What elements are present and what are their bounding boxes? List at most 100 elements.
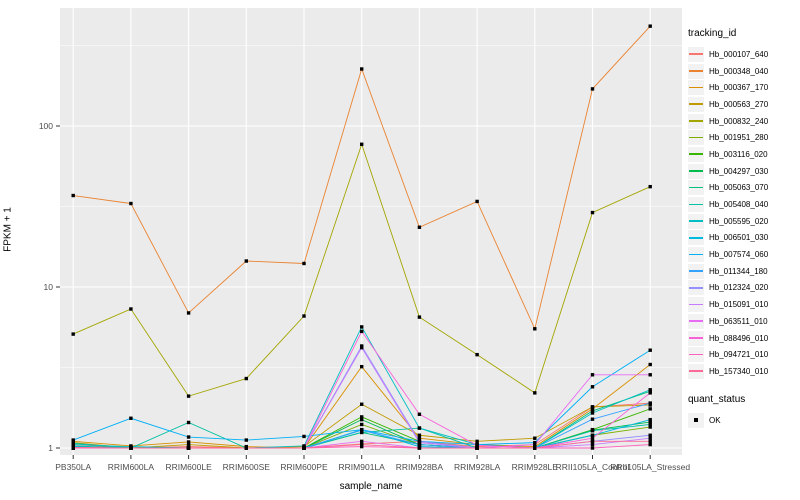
legend-label: Hb_000832_240: [709, 116, 769, 126]
data-point: [302, 261, 306, 266]
legend-key: [688, 46, 704, 62]
legend-quant-title: quant_status: [688, 393, 746, 405]
legend-line-swatch: [689, 186, 703, 189]
data-point: [590, 417, 595, 421]
data-point: [360, 142, 364, 146]
legend-label: Hb_157340_010: [709, 366, 769, 376]
data-point: [475, 352, 479, 357]
data-point: [590, 405, 595, 409]
data-point: [590, 373, 595, 377]
data-point: [590, 439, 595, 444]
legend-key: [688, 180, 704, 196]
data-point: [186, 311, 191, 315]
legend-item-Hb_000563_270: Hb_000563_270: [688, 96, 800, 113]
legend-tracking-title: tracking_id: [688, 28, 737, 39]
legend-item-Hb_001951_280: Hb_001951_280: [688, 129, 800, 146]
x-tick-label: RRIM600LE: [165, 462, 212, 472]
legend-key: [688, 213, 704, 229]
legend-item-Hb_006501_030: Hb_006501_030: [688, 230, 800, 247]
x-tick-label: PB350LA: [55, 462, 91, 472]
legend-line-swatch: [689, 320, 703, 322]
data-point: [590, 411, 595, 415]
data-point: [648, 401, 652, 405]
data-point: [186, 394, 191, 398]
legend-label: Hb_004297_030: [709, 166, 769, 176]
x-tick-label: RRIM928LA: [454, 462, 501, 472]
legend-tracking-items: Hb_000107_640 Hb_000348_040 Hb_000367_170 H…: [688, 46, 800, 380]
data-point: [533, 446, 537, 450]
legend-label: Hb_005408_040: [709, 200, 769, 210]
legend-item-quant-ok: OK: [688, 412, 800, 429]
y-tick-labels: 1 10 100: [39, 121, 53, 453]
legend-key: [688, 146, 704, 162]
legend-key: [688, 197, 704, 213]
legend-item-Hb_094721_010: Hb_094721_010: [688, 346, 800, 363]
data-point: [648, 417, 652, 422]
legend-line-swatch: [689, 203, 703, 206]
legend-item-Hb_000107_640: Hb_000107_640: [688, 46, 800, 63]
data-point: [302, 444, 306, 448]
legend-label: Hb_001951_280: [709, 133, 769, 143]
data-point: [417, 436, 422, 440]
data-point: [302, 446, 306, 450]
data-point: [417, 442, 422, 447]
quant-ok-key: [688, 412, 704, 428]
data-point: [71, 445, 75, 450]
quant-ok-label: OK: [709, 415, 721, 425]
legend-key: [688, 330, 704, 346]
legend-label: Hb_063511_010: [709, 316, 768, 326]
data-point: [71, 438, 75, 442]
data-point: [590, 433, 595, 437]
data-point: [417, 412, 422, 416]
data-point: [648, 373, 652, 377]
data-point: [533, 436, 537, 440]
data-point: [590, 442, 595, 447]
legend-line-swatch: [689, 303, 703, 306]
legend-label: Hb_011344_180: [709, 266, 768, 276]
y-axis-title: FPKM + 1: [2, 207, 14, 252]
x-tick-labels: PB350LA RRIM600LA RRIM600LE RRIM600SE RRIM60…: [55, 462, 690, 472]
y-tick-label: 100: [39, 121, 53, 131]
data-point: [360, 402, 364, 406]
data-point: [648, 391, 652, 395]
data-point: [590, 409, 595, 413]
legend-label: Hb_007574_060: [709, 250, 769, 260]
legend-label: Hb_005063_070: [709, 183, 769, 193]
legend-quant: quant_status OK: [688, 394, 800, 429]
legend-item-Hb_088496_010: Hb_088496_010: [688, 330, 800, 347]
data-point: [244, 259, 248, 263]
legend-item-Hb_063511_010: Hb_063511_010: [688, 313, 800, 330]
x-axis-title: sample_name: [339, 481, 403, 492]
data-point: [360, 325, 364, 329]
legend-line-swatch: [689, 253, 703, 256]
legend-label: Hb_000563_270: [709, 99, 769, 109]
x-tick-label: RRIM600SE: [223, 462, 271, 472]
data-point: [360, 67, 364, 71]
data-point: [360, 430, 364, 435]
data-point: [475, 439, 479, 444]
legend-key: [688, 163, 704, 179]
legend-item-Hb_012324_020: Hb_012324_020: [688, 280, 800, 297]
legend-item-Hb_000367_170: Hb_000367_170: [688, 79, 800, 96]
legend-key: [688, 263, 704, 279]
legend-label: Hb_006501_030: [709, 233, 769, 243]
legend-label: Hb_003116_020: [709, 149, 768, 159]
legend-label: Hb_015091_010: [709, 300, 769, 310]
data-point: [590, 436, 595, 440]
legend-label: Hb_000107_640: [709, 49, 769, 59]
axis-ticks: [56, 125, 651, 459]
data-point: [360, 417, 364, 422]
data-point: [186, 442, 191, 447]
data-point: [302, 434, 306, 439]
legend-line-swatch: [689, 70, 703, 72]
legend-line-swatch: [689, 120, 703, 122]
data-point: [360, 428, 364, 432]
data-point: [648, 420, 652, 424]
legend-key: [688, 280, 704, 296]
x-tick-label: RRII105LA_Control: [556, 462, 630, 472]
data-point: [648, 422, 652, 427]
legend-line-swatch: [689, 337, 703, 339]
legend-item-Hb_000348_040: Hb_000348_040: [688, 63, 800, 80]
data-point: [648, 403, 652, 407]
